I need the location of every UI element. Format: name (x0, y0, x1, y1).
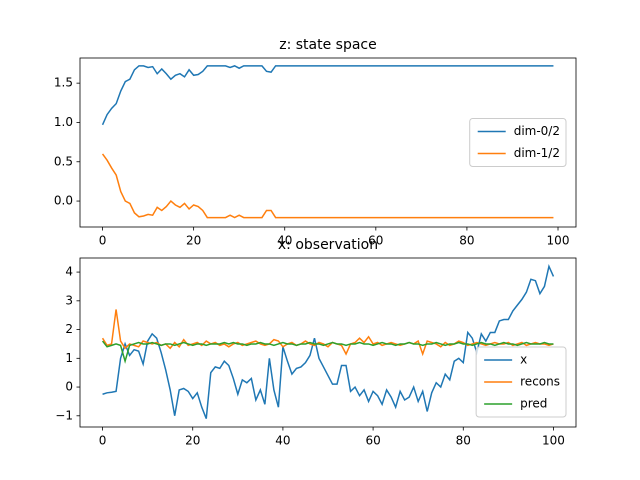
x-tick-label: 80 (459, 234, 474, 248)
legend-label: recons (520, 375, 560, 389)
x-tick-label: 0 (99, 234, 107, 248)
x-tick-label: 40 (277, 234, 292, 248)
legend-label: dim-1/2 (514, 146, 560, 160)
legend-frame (469, 118, 567, 167)
x-tick-label: 20 (186, 234, 201, 248)
y-tick-label: 0 (65, 380, 73, 394)
chart-title: z: state space (279, 37, 377, 53)
series-line (102, 263, 555, 419)
legend-label: x (520, 353, 527, 367)
series-line (101, 65, 554, 126)
x-tick-label: 20 (185, 434, 200, 448)
y-tick-label: 1.5 (54, 76, 73, 90)
legend: x recons pred (475, 346, 567, 418)
legend: dim-0/2 dim-1/2 (469, 118, 567, 167)
series-line (101, 340, 554, 364)
axes-frame (79, 57, 577, 228)
legend-label: dim-0/2 (514, 124, 560, 138)
series-line (101, 153, 554, 219)
x-tick-label: 40 (275, 434, 290, 448)
y-tick-label: −1 (55, 408, 73, 422)
x-tick-label: 60 (368, 234, 383, 248)
axes-frame (79, 257, 577, 428)
x-tick-label: 60 (365, 434, 380, 448)
x-tick-label: 80 (456, 434, 471, 448)
x-tick-label: 100 (542, 434, 565, 448)
legend-frame (475, 346, 567, 418)
chart-title: x: observation (278, 237, 378, 253)
x-tick-label: 0 (99, 434, 107, 448)
y-tick-label: 1 (65, 351, 73, 365)
y-tick-label: 0.5 (54, 154, 73, 168)
y-tick-label: 1.0 (54, 115, 73, 129)
y-tick-label: 4 (65, 265, 73, 279)
y-tick-label: 0.0 (54, 194, 73, 208)
legend-label: pred (520, 397, 547, 411)
y-tick-label: 2 (65, 322, 73, 336)
y-tick-label: 3 (65, 293, 73, 307)
x-tick-label: 100 (547, 234, 570, 248)
